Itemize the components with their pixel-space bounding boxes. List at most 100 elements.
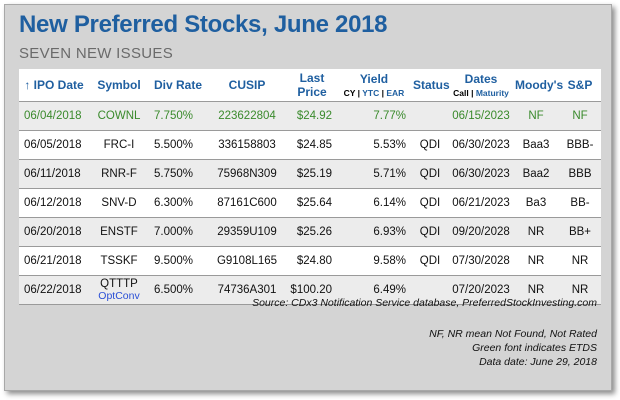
- last-price-header-line2: Price: [297, 85, 327, 99]
- cell-sp: NF: [559, 101, 601, 131]
- cell-yield: 5.53%: [337, 130, 411, 160]
- cell-status: QDI: [411, 246, 449, 276]
- report-panel: New Preferred Stocks, June 2018 SEVEN NE…: [4, 4, 612, 391]
- cell-div-rate: 7.000%: [149, 217, 207, 247]
- col-header-symbol[interactable]: Symbol: [89, 69, 149, 102]
- col-header-sp[interactable]: S&P: [559, 69, 601, 102]
- table-row[interactable]: 06/22/2018 QTTTP OptConv 6.500% 74736A301 $10…: [19, 275, 601, 305]
- cell-cusip: 75968N309: [207, 159, 287, 189]
- table-row[interactable]: 06/12/2018 SNV-D 6.300% 87161C600 $25.64 6.14…: [19, 188, 601, 218]
- cell-date: 07/20/2023: [449, 275, 513, 305]
- cell-cusip: 74736A301: [207, 275, 287, 305]
- cell-status: [411, 101, 449, 131]
- cell-ipo-date: 06/21/2018: [19, 246, 89, 276]
- cell-ipo-date: 06/20/2018: [19, 217, 89, 247]
- yield-cy-label: CY: [343, 88, 356, 98]
- table-row[interactable]: 06/04/2018 COWNL 7.750% 223622804 $24.92 7.77…: [19, 101, 601, 131]
- cell-yield: 6.49%: [337, 275, 411, 305]
- cell-sp: BB+: [559, 217, 601, 247]
- cell-sp: BB-: [559, 188, 601, 218]
- col-header-moodys[interactable]: Moody's: [513, 69, 563, 102]
- col-header-div-rate[interactable]: Div Rate: [149, 69, 207, 102]
- cell-last-price: $24.80: [287, 246, 337, 276]
- dates-header-subtypes: Call | Maturity: [451, 88, 511, 98]
- cell-sp: BBB-: [559, 130, 601, 160]
- table-row[interactable]: 06/05/2018 FRC-I 5.500% 336158803 $24.85 5.53…: [19, 130, 601, 160]
- cell-date: 07/30/2028: [449, 246, 513, 276]
- cell-date: 09/20/2028: [449, 217, 513, 247]
- cell-yield: 7.77%: [337, 101, 411, 131]
- cell-last-price: $25.64: [287, 188, 337, 218]
- dates-separator: |: [468, 88, 476, 98]
- table-row[interactable]: 06/11/2018 RNR-F 5.750% 75968N309 $25.19 5.71…: [19, 159, 601, 189]
- cell-symbol: TSSKF: [89, 246, 149, 276]
- last-price-header-line1: Last: [299, 71, 325, 85]
- cell-div-rate: 6.500%: [149, 275, 207, 305]
- table-row[interactable]: 06/20/2018 ENSTF 7.000% 29359U109 $25.26 6.93…: [19, 217, 601, 247]
- cell-cusip: 87161C600: [207, 188, 287, 218]
- cell-yield: 6.14%: [337, 188, 411, 218]
- cell-moodys: NR: [513, 246, 559, 276]
- cell-last-price: $24.85: [287, 130, 337, 160]
- dates-call-label: Call: [453, 88, 469, 98]
- cell-div-rate: 7.750%: [149, 101, 207, 131]
- cell-status: [411, 275, 449, 305]
- cell-last-price: $25.26: [287, 217, 337, 247]
- cell-sp: NR: [559, 246, 601, 276]
- table-body: 06/04/2018 COWNL 7.750% 223622804 $24.92 7.77…: [19, 101, 601, 305]
- col-header-cusip[interactable]: CUSIP: [207, 69, 287, 102]
- preferred-stocks-table: ↑ IPO Date Symbol Div Rate CUSIP Last Pr…: [19, 69, 601, 305]
- yield-separator: |: [379, 88, 387, 98]
- cell-status: QDI: [411, 159, 449, 189]
- table-row[interactable]: 06/21/2018 TSSKF 9.500% G9108L165 $24.80 9.58…: [19, 246, 601, 276]
- cell-status: QDI: [411, 217, 449, 247]
- yield-header-label: Yield: [359, 72, 389, 86]
- cell-ipo-date: 06/05/2018: [19, 130, 89, 160]
- cell-status: QDI: [411, 188, 449, 218]
- cell-symbol: FRC-I: [89, 130, 149, 160]
- yield-ear-label: EAR: [386, 88, 405, 98]
- source-note: Source: CDx3 Notification Service databa…: [252, 297, 597, 309]
- cell-div-rate: 6.300%: [149, 188, 207, 218]
- cell-moodys: NR: [513, 217, 559, 247]
- cell-date: 06/15/2023: [449, 101, 513, 131]
- cell-moodys: Baa3: [513, 130, 559, 160]
- cell-div-rate: 5.750%: [149, 159, 207, 189]
- cell-symbol: COWNL: [89, 101, 149, 131]
- cell-ipo-date: 06/22/2018: [19, 275, 89, 305]
- col-header-last-price[interactable]: Last Price: [287, 69, 337, 102]
- dates-header-label: Dates: [464, 72, 498, 86]
- cell-cusip: G9108L165: [207, 246, 287, 276]
- optconv-link[interactable]: OptConv: [98, 290, 140, 302]
- cell-last-price: $100.20: [287, 275, 337, 305]
- col-header-ipo-date[interactable]: ↑ IPO Date: [19, 69, 89, 102]
- cell-cusip: 336158803: [207, 130, 287, 160]
- col-header-yield[interactable]: Yield CY | YTC | EAR: [337, 69, 411, 102]
- cell-symbol: ENSTF: [89, 217, 149, 247]
- col-header-dates[interactable]: Dates Call | Maturity: [449, 69, 513, 102]
- cell-moodys: Baa2: [513, 159, 559, 189]
- cell-ipo-date: 06/04/2018: [19, 101, 89, 131]
- col-header-status[interactable]: Status: [411, 69, 450, 102]
- cell-ipo-date: 06/11/2018: [19, 159, 89, 189]
- cell-symbol: QTTTP OptConv: [89, 275, 149, 305]
- cell-status: QDI: [411, 130, 449, 160]
- note-line: Data date: June 29, 2018: [479, 356, 597, 368]
- page-subtitle: SEVEN NEW ISSUES: [19, 45, 174, 62]
- cell-yield: 6.93%: [337, 217, 411, 247]
- cell-date: 06/21/2023: [449, 188, 513, 218]
- cell-ipo-date: 06/12/2018: [19, 188, 89, 218]
- note-line: NF, NR mean Not Found, Not Rated: [429, 328, 597, 340]
- cell-moodys: NF: [513, 101, 559, 131]
- cell-moodys: Ba3: [513, 188, 559, 218]
- page-title: New Preferred Stocks, June 2018: [19, 11, 388, 38]
- cell-symbol: SNV-D: [89, 188, 149, 218]
- table-container: ↑ IPO Date Symbol Div Rate CUSIP Last Pr…: [19, 69, 601, 305]
- cell-div-rate: 9.500%: [149, 246, 207, 276]
- yield-ytc-label: YTC: [362, 88, 380, 98]
- cell-date: 06/30/2023: [449, 159, 513, 189]
- yield-separator: |: [355, 88, 363, 98]
- notes-block: NF, NR mean Not Found, Not Rated Green f…: [429, 327, 597, 369]
- cell-yield: 9.58%: [337, 246, 411, 276]
- note-line: Green font indicates ETDS: [472, 342, 597, 354]
